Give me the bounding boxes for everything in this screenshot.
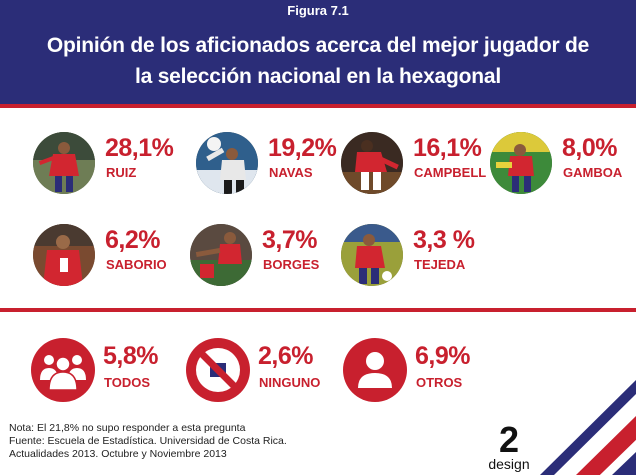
name-campbell: CAMPBELL xyxy=(414,165,487,180)
pct-campbell: 16,1% xyxy=(413,134,482,162)
footnotes: Nota: El 21,8% no supo responder a esta … xyxy=(9,422,287,461)
pct-borges: 3,7% xyxy=(262,226,317,254)
player-navas: 19,2% NAVAS xyxy=(196,132,346,198)
option-todos: 5,8% TODOS xyxy=(31,338,191,408)
option-ninguno: 2,6% NINGUNO xyxy=(186,338,346,408)
header-banner: Figura 7.1 Opinión de los aficionados ac… xyxy=(0,0,636,104)
name-ninguno: NINGUNO xyxy=(259,375,321,390)
name-todos: TODOS xyxy=(104,375,150,390)
pct-ninguno: 2,6% xyxy=(258,342,313,370)
name-tejeda: TEJEDA xyxy=(414,257,466,272)
design-logo: 2 design xyxy=(474,419,544,474)
pct-navas: 19,2% xyxy=(268,134,337,162)
top-divider xyxy=(0,104,636,108)
chart-title: Opinión de los aficionados acerca del me… xyxy=(0,30,636,92)
name-navas: NAVAS xyxy=(269,165,313,180)
source-date-line: Actualidades 2013. Octubre y Noviembre 2… xyxy=(9,448,227,460)
pct-gamboa: 8,0% xyxy=(562,134,617,162)
logo-number: 2 xyxy=(498,419,520,460)
name-borges: BORGES xyxy=(263,257,320,272)
player-photo-tejeda xyxy=(341,224,403,286)
pct-otros: 6,9% xyxy=(415,342,470,370)
source-line: Fuente: Escuela de Estadística. Universi… xyxy=(9,435,287,447)
person-icon xyxy=(343,338,407,402)
name-saborio: SABORIO xyxy=(106,257,167,272)
figure-label: Figura 7.1 xyxy=(287,3,349,18)
player-photo-gamboa xyxy=(490,132,552,194)
player-campbell: 16,1% CAMPBELL xyxy=(341,132,491,198)
option-otros: 6,9% OTROS xyxy=(343,338,503,408)
pct-ruiz: 28,1% xyxy=(105,134,174,162)
name-gamboa: GAMBOA xyxy=(563,165,623,180)
pct-saborio: 6,2% xyxy=(105,226,160,254)
flag-stripes-decoration xyxy=(530,380,636,475)
name-ruiz: RUIZ xyxy=(106,165,137,180)
player-photo-navas xyxy=(196,132,258,194)
name-otros: OTROS xyxy=(416,375,463,390)
player-saborio: 6,2% SABORIO xyxy=(33,224,183,290)
player-photo-campbell xyxy=(341,132,403,194)
pct-todos: 5,8% xyxy=(103,342,158,370)
player-ruiz: 28,1% RUIZ xyxy=(33,132,183,198)
player-gamboa: 8,0% GAMBOA xyxy=(490,132,636,198)
title-line-1: Opinión de los aficionados acerca del me… xyxy=(46,34,590,57)
note-line: Nota: El 21,8% no supo responder a esta … xyxy=(9,422,246,434)
title-line-2: la selección nacional en la hexagonal xyxy=(134,65,502,88)
logo-word: design xyxy=(488,456,530,472)
player-borges: 3,7% BORGES xyxy=(190,224,340,290)
pct-tejeda: 3,3 % xyxy=(413,226,475,254)
group-people-icon xyxy=(31,338,95,402)
player-tejeda: 3,3 % TEJEDA xyxy=(341,224,491,290)
player-photo-saborio xyxy=(33,224,95,286)
middle-divider xyxy=(0,308,636,312)
prohibited-icon xyxy=(186,338,250,402)
player-photo-ruiz xyxy=(33,132,95,194)
player-photo-borges xyxy=(190,224,252,286)
